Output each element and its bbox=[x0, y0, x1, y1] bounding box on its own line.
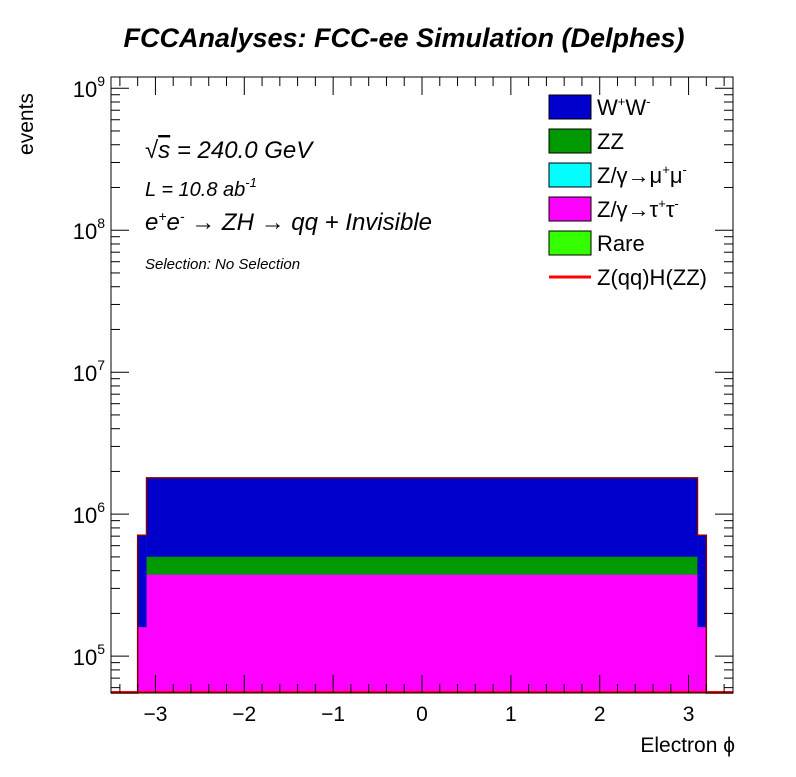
x-tick-label: 0 bbox=[416, 703, 428, 726]
legend-swatch bbox=[548, 94, 592, 120]
legend-entry-tautau: Z/γ→τ+τ- bbox=[548, 196, 679, 222]
legend-entry-mumu: Z/γ→μ+μ- bbox=[548, 162, 687, 188]
legend-swatch bbox=[548, 162, 592, 188]
bar-ww-bin-1 bbox=[137, 535, 147, 693]
legend-label: Rare bbox=[597, 231, 645, 256]
x-tick-label: −3 bbox=[143, 703, 167, 726]
legend-label: ZZ bbox=[597, 129, 624, 154]
selection-annotation: Selection: No Selection bbox=[145, 256, 300, 273]
energy-annotation: √s = 240.0 GeV bbox=[145, 137, 314, 164]
y-tick-label: 106 bbox=[73, 499, 105, 528]
x-tick-label: −1 bbox=[321, 703, 345, 726]
legend-entry-ww: W+W- bbox=[548, 94, 650, 120]
legend-entry-zz: ZZ bbox=[548, 128, 624, 154]
histogram-layer bbox=[111, 477, 733, 694]
x-tick-label: 3 bbox=[683, 703, 695, 726]
axes-layer: −3 −2 −1 0 1 2 3 105 106 107 108 109 bbox=[73, 73, 734, 726]
chart-title: FCCAnalyses: FCC-ee Simulation (Delphes) bbox=[123, 23, 684, 53]
legend-label: W+W- bbox=[597, 94, 650, 120]
y-axis-label: events bbox=[15, 93, 38, 155]
bar-tautau-bin-1 bbox=[137, 627, 147, 693]
bar-ww-bin-3 bbox=[697, 535, 707, 693]
bar-tautau-bin-3 bbox=[697, 627, 707, 693]
annotations: √s = 240.0 GeV L = 10.8 ab-1 e+e- → ZH →… bbox=[145, 137, 432, 273]
x-tick-label: 1 bbox=[505, 703, 517, 726]
y-tick-label: 108 bbox=[73, 215, 105, 244]
process-annotation: e+e- → ZH → qq + Invisible bbox=[145, 208, 432, 236]
x-axis-label: Electron ϕ bbox=[640, 734, 735, 757]
legend: W+W- ZZ Z/γ→μ+μ- Z/γ→τ+τ- Rare Z(qq)H(ZZ) bbox=[548, 94, 707, 290]
legend-label: Z/γ→τ+τ- bbox=[597, 196, 679, 222]
y-tick-label: 109 bbox=[73, 73, 105, 102]
luminosity-annotation: L = 10.8 ab-1 bbox=[145, 175, 257, 201]
legend-swatch bbox=[548, 230, 592, 256]
y-tick-label: 107 bbox=[73, 357, 105, 386]
legend-entry-signal: Z(qq)H(ZZ) bbox=[549, 265, 707, 290]
legend-label: Z(qq)H(ZZ) bbox=[597, 265, 707, 290]
legend-swatch bbox=[548, 128, 592, 154]
x-tick-label: 2 bbox=[594, 703, 606, 726]
y-tick-label: 105 bbox=[73, 641, 105, 670]
legend-entry-rare: Rare bbox=[548, 230, 645, 256]
stack-outline bbox=[111, 477, 733, 694]
bar-tautau-bin-2 bbox=[146, 574, 698, 693]
legend-swatch bbox=[548, 196, 592, 222]
x-tick-label: −2 bbox=[232, 703, 256, 726]
legend-label: Z/γ→μ+μ- bbox=[597, 162, 687, 188]
